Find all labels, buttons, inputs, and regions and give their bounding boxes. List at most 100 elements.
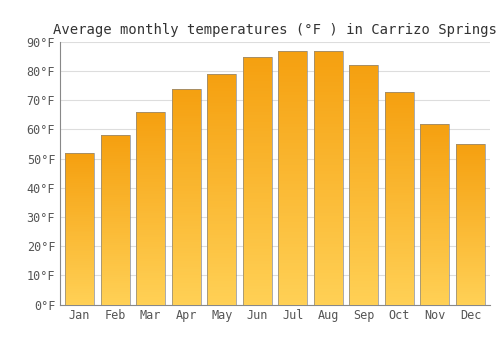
Bar bbox=[350, 86, 378, 89]
Bar bbox=[314, 159, 343, 162]
Bar bbox=[100, 302, 130, 304]
Bar bbox=[242, 196, 272, 199]
Bar bbox=[385, 142, 414, 145]
Bar bbox=[456, 148, 485, 150]
Bar bbox=[314, 92, 343, 95]
Bar bbox=[242, 60, 272, 63]
Bar bbox=[136, 264, 165, 266]
Bar bbox=[420, 198, 450, 201]
Bar bbox=[65, 172, 94, 174]
Bar bbox=[420, 167, 450, 169]
Bar bbox=[385, 172, 414, 174]
Bar bbox=[65, 244, 94, 246]
Bar bbox=[350, 161, 378, 164]
Bar bbox=[136, 249, 165, 252]
Bar bbox=[456, 160, 485, 162]
Bar bbox=[172, 272, 200, 275]
Bar bbox=[385, 121, 414, 124]
Bar bbox=[136, 213, 165, 216]
Bar bbox=[420, 178, 450, 180]
Bar bbox=[314, 289, 343, 292]
Bar bbox=[314, 114, 343, 117]
Bar bbox=[278, 133, 308, 136]
Bar bbox=[314, 282, 343, 286]
Bar bbox=[314, 232, 343, 235]
Bar bbox=[136, 172, 165, 175]
Bar bbox=[314, 225, 343, 229]
Bar bbox=[242, 131, 272, 134]
Bar bbox=[242, 156, 272, 159]
Bar bbox=[100, 273, 130, 275]
Bar bbox=[278, 181, 308, 184]
Bar bbox=[456, 166, 485, 168]
Bar bbox=[136, 175, 165, 177]
Bar bbox=[100, 140, 130, 142]
Bar bbox=[65, 259, 94, 261]
Bar bbox=[172, 232, 200, 235]
Bar bbox=[350, 289, 378, 293]
Bar bbox=[385, 257, 414, 259]
Bar bbox=[136, 199, 165, 201]
Bar bbox=[456, 198, 485, 200]
Bar bbox=[314, 54, 343, 57]
Bar bbox=[314, 301, 343, 304]
Bar bbox=[278, 162, 308, 165]
Bar bbox=[385, 265, 414, 267]
Bar bbox=[242, 171, 272, 174]
Bar bbox=[100, 186, 130, 188]
Bar bbox=[172, 224, 200, 226]
Bar bbox=[100, 199, 130, 201]
Bar bbox=[65, 196, 94, 198]
Bar bbox=[420, 264, 450, 266]
Bar bbox=[385, 174, 414, 177]
Bar bbox=[385, 299, 414, 302]
Bar bbox=[100, 250, 130, 252]
Bar bbox=[136, 261, 165, 264]
Bar bbox=[100, 218, 130, 220]
Bar bbox=[136, 239, 165, 242]
Bar bbox=[172, 151, 200, 153]
Bar bbox=[456, 242, 485, 244]
Bar bbox=[136, 244, 165, 247]
Bar bbox=[65, 166, 94, 168]
Bar bbox=[100, 195, 130, 197]
Bar bbox=[172, 137, 200, 140]
Bar bbox=[172, 121, 200, 124]
Bar bbox=[172, 89, 200, 304]
Bar bbox=[172, 116, 200, 118]
Bar bbox=[456, 282, 485, 285]
Bar bbox=[350, 164, 378, 167]
Bar bbox=[65, 295, 94, 297]
Bar bbox=[65, 177, 94, 179]
Bar bbox=[136, 225, 165, 228]
Bar bbox=[385, 288, 414, 291]
Bar bbox=[420, 237, 450, 239]
Bar bbox=[278, 86, 308, 89]
Bar bbox=[136, 242, 165, 244]
Bar bbox=[456, 266, 485, 268]
Bar bbox=[242, 187, 272, 190]
Bar bbox=[456, 158, 485, 160]
Bar bbox=[314, 152, 343, 155]
Bar bbox=[242, 264, 272, 267]
Bar bbox=[136, 232, 165, 235]
Bar bbox=[172, 234, 200, 237]
Bar bbox=[100, 262, 130, 264]
Bar bbox=[385, 219, 414, 222]
Bar bbox=[172, 164, 200, 167]
Bar bbox=[420, 219, 450, 221]
Bar bbox=[456, 150, 485, 152]
Bar bbox=[172, 107, 200, 110]
Bar bbox=[278, 174, 308, 178]
Bar bbox=[136, 191, 165, 194]
Bar bbox=[278, 229, 308, 232]
Bar bbox=[172, 278, 200, 280]
Bar bbox=[350, 125, 378, 128]
Bar bbox=[136, 280, 165, 283]
Bar bbox=[207, 181, 236, 183]
Bar bbox=[350, 301, 378, 304]
Bar bbox=[385, 262, 414, 265]
Bar bbox=[314, 143, 343, 146]
Bar bbox=[420, 257, 450, 259]
Bar bbox=[456, 194, 485, 196]
